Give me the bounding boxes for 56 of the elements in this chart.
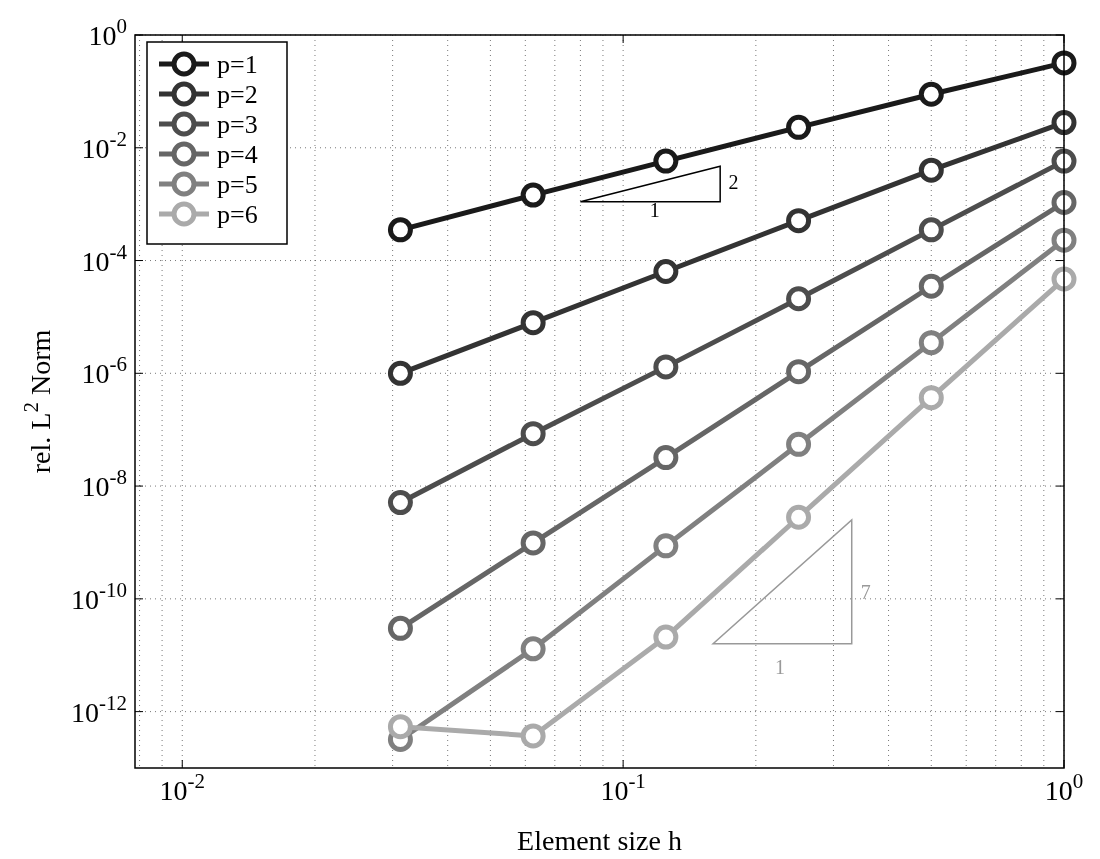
point: [653, 258, 679, 284]
point: [786, 504, 812, 530]
point: [520, 723, 546, 749]
point: [520, 636, 546, 662]
point: [387, 360, 413, 386]
annotation: 1: [775, 656, 786, 679]
point: [387, 490, 413, 516]
point: [786, 208, 812, 234]
point: [786, 431, 812, 457]
x-tick-label: 10$^{0}$: [1044, 769, 1084, 806]
point: [918, 157, 944, 183]
point: [653, 624, 679, 650]
point: [520, 530, 546, 556]
y-tick-label: 10$^{-12}$: [71, 690, 127, 728]
point: [918, 217, 944, 243]
point: [786, 359, 812, 385]
y-tick-label: 10$^{-10}$: [71, 577, 127, 615]
legend-label: p=2: [217, 80, 258, 109]
point: [653, 533, 679, 559]
legend-label: p=1: [217, 50, 258, 79]
point: [653, 148, 679, 174]
point: [1051, 190, 1077, 215]
point: [387, 615, 413, 641]
point: [1051, 266, 1077, 292]
point: [387, 714, 413, 740]
point: [918, 330, 944, 356]
x-tick-label: 10$^{-2}$: [159, 769, 206, 806]
x-tick-label: 10$^{-1}$: [600, 769, 646, 806]
point: [918, 273, 944, 299]
y-tick-label: 10$^{-8}$: [81, 465, 127, 503]
y-tick-label: 10$^{-4}$: [81, 239, 128, 277]
annotation: 1: [649, 199, 660, 222]
point: [653, 354, 679, 380]
point: [1051, 148, 1077, 174]
x-axis-title: Element size h: [517, 825, 682, 856]
point: [918, 81, 944, 107]
annotation: 7: [860, 580, 871, 603]
point: [520, 182, 546, 208]
legend-label: p=6: [217, 200, 258, 229]
point: [653, 445, 679, 471]
y-tick-label: 10$^{-6}$: [81, 352, 127, 390]
point: [786, 114, 812, 140]
y-tick-label: 10$^{0}$: [88, 14, 127, 51]
legend-label: p=3: [217, 110, 258, 139]
legend-label: p=5: [217, 170, 258, 199]
point: [387, 217, 413, 243]
y-tick-label: 10$^{-2}$: [81, 126, 127, 164]
point: [1051, 50, 1077, 76]
annotation: 2: [728, 171, 739, 194]
legend-label: p=4: [217, 140, 258, 169]
point: [918, 385, 944, 411]
point: [520, 421, 546, 447]
point: [1051, 227, 1077, 253]
point: [786, 286, 812, 312]
point: [520, 310, 546, 336]
point: [1051, 110, 1077, 136]
